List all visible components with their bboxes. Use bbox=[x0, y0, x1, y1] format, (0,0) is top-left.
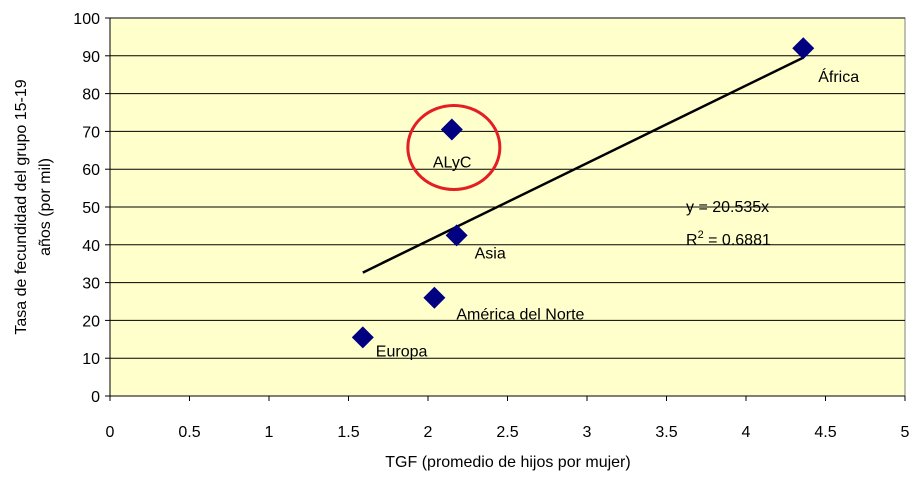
x-tick-label: 4 bbox=[742, 424, 751, 441]
point-label: América del Norte bbox=[456, 307, 584, 324]
r-squared-sup: 2 bbox=[698, 229, 704, 241]
point-label: África bbox=[818, 67, 859, 86]
y-tick-label: 90 bbox=[82, 49, 100, 66]
point-label: Europa bbox=[376, 343, 428, 360]
point bbox=[445, 224, 468, 247]
y-tick-label: 80 bbox=[82, 87, 100, 104]
x-axis-title: TGF (promedio de hijos por mujer) bbox=[385, 454, 630, 471]
x-tick-label: 1.5 bbox=[337, 424, 359, 441]
r-squared: R2 = 0.6881 bbox=[686, 229, 771, 249]
y-tick-label: 60 bbox=[82, 162, 100, 179]
x-tick-label: 5 bbox=[901, 424, 910, 441]
x-tick-label: 0 bbox=[106, 424, 115, 441]
y-tick-label: 0 bbox=[91, 389, 100, 406]
y-tick-label: 50 bbox=[82, 200, 100, 217]
x-tick-label: 1 bbox=[265, 424, 274, 441]
x-tick-label: 2.5 bbox=[496, 424, 518, 441]
equation: y = 20.535x bbox=[686, 199, 769, 216]
point bbox=[351, 326, 374, 349]
y-tick-label: 40 bbox=[82, 238, 100, 255]
x-tick-label: 3.5 bbox=[655, 424, 677, 441]
x-tick-label: 0.5 bbox=[178, 424, 200, 441]
y-tick-label: 100 bbox=[73, 11, 100, 28]
point bbox=[440, 118, 463, 141]
y-tick-label: 10 bbox=[82, 351, 100, 368]
x-tick-label: 3 bbox=[583, 424, 592, 441]
point bbox=[792, 37, 815, 60]
y-axis-title: años (por mil) bbox=[37, 158, 54, 256]
point-label: ALyC bbox=[433, 155, 472, 172]
y-axis-title: Tasa de fecundidad del grupo 15-19 bbox=[13, 79, 30, 334]
point bbox=[423, 286, 446, 309]
r-squared-rest: = 0.6881 bbox=[704, 232, 771, 249]
r-squared-base: R bbox=[686, 232, 698, 249]
y-tick-label: 70 bbox=[82, 124, 100, 141]
x-tick-label: 2 bbox=[424, 424, 433, 441]
x-tick-label: 4.5 bbox=[814, 424, 836, 441]
y-tick-label: 30 bbox=[82, 276, 100, 293]
trendline bbox=[362, 56, 804, 274]
point-label: Asia bbox=[475, 245, 506, 262]
y-tick-label: 20 bbox=[82, 313, 100, 330]
highlight-circle bbox=[406, 104, 502, 192]
